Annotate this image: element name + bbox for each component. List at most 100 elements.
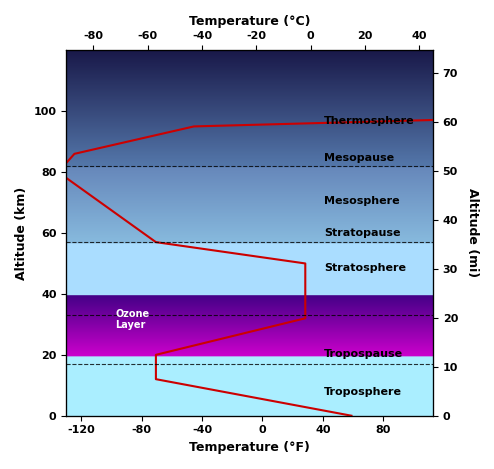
Bar: [66, 99, 433, 100]
Bar: [66, 93, 433, 94]
Bar: [66, 74, 433, 75]
Bar: [66, 123, 433, 124]
Bar: [66, 65, 433, 66]
Bar: [66, 90, 433, 91]
Bar: [66, 112, 433, 113]
Text: Stratopause: Stratopause: [324, 227, 401, 238]
Bar: [66, 161, 433, 162]
Bar: [66, 152, 433, 153]
Bar: [66, 111, 433, 112]
Bar: [66, 156, 433, 157]
Bar: [66, 114, 433, 115]
Bar: [66, 96, 433, 97]
Bar: [66, 52, 433, 53]
Bar: [66, 121, 433, 122]
Bar: [66, 57, 433, 58]
Bar: [66, 80, 433, 81]
Bar: [66, 130, 433, 131]
Bar: [66, 72, 433, 73]
Text: Thermosphere: Thermosphere: [324, 116, 415, 127]
Bar: [66, 54, 433, 55]
Bar: [66, 154, 433, 155]
Bar: [66, 160, 433, 161]
Bar: [66, 98, 433, 99]
Y-axis label: Altitude (mi): Altitude (mi): [466, 189, 479, 278]
Bar: [66, 135, 433, 136]
Bar: [66, 144, 433, 145]
Bar: [66, 157, 433, 158]
Bar: [66, 73, 433, 74]
Bar: [66, 53, 433, 54]
Bar: [66, 158, 433, 159]
Bar: [66, 151, 433, 152]
Bar: [66, 82, 433, 83]
Bar: [66, 69, 433, 70]
Bar: [66, 63, 433, 64]
Bar: [66, 134, 433, 135]
Bar: [66, 103, 433, 104]
Bar: [66, 92, 433, 93]
X-axis label: Temperature (°F): Temperature (°F): [189, 441, 310, 454]
Bar: [66, 83, 433, 84]
Bar: [66, 77, 433, 78]
Bar: [66, 142, 433, 143]
Bar: [66, 56, 433, 57]
Text: Mesopause: Mesopause: [324, 153, 394, 163]
Bar: [66, 62, 433, 63]
Bar: [66, 101, 433, 102]
Bar: [66, 86, 433, 87]
Bar: [66, 106, 433, 107]
Bar: [66, 95, 433, 96]
Bar: [66, 81, 433, 82]
Bar: [66, 58, 433, 59]
Bar: [66, 79, 433, 80]
Bar: [66, 162, 433, 163]
Bar: [66, 85, 433, 86]
Bar: [66, 109, 433, 110]
Bar: [66, 139, 433, 140]
Bar: [66, 129, 433, 130]
Bar: [66, 143, 433, 144]
Bar: [66, 138, 433, 139]
Bar: [66, 149, 433, 150]
Bar: [66, 94, 433, 95]
Text: Tropospause: Tropospause: [324, 349, 404, 359]
Bar: [66, 67, 433, 68]
Bar: [66, 100, 433, 101]
Bar: [66, 117, 433, 118]
Bar: [66, 127, 433, 128]
Bar: [66, 119, 433, 120]
Bar: [66, 125, 433, 126]
Bar: [66, 78, 433, 79]
Text: Troposphere: Troposphere: [324, 387, 402, 397]
Bar: [66, 91, 433, 92]
Bar: [66, 87, 433, 88]
Bar: [66, 164, 433, 165]
Bar: [66, 131, 433, 132]
Bar: [66, 147, 433, 148]
Y-axis label: Altitude (km): Altitude (km): [15, 186, 28, 280]
Bar: [66, 159, 433, 160]
Bar: [66, 137, 433, 138]
Bar: [66, 118, 433, 119]
Bar: [66, 148, 433, 149]
Bar: [66, 128, 433, 129]
Bar: [66, 97, 433, 98]
Bar: [66, 136, 433, 137]
Bar: [66, 75, 433, 76]
Text: Ozone
Layer: Ozone Layer: [115, 309, 149, 331]
Bar: [66, 146, 433, 147]
Bar: [66, 120, 433, 121]
Bar: [66, 150, 433, 151]
Bar: [66, 60, 433, 61]
Bar: [66, 132, 433, 133]
Bar: [66, 66, 433, 67]
Bar: [66, 155, 433, 156]
Bar: [66, 55, 433, 56]
Bar: [66, 355, 433, 416]
Bar: [66, 88, 433, 89]
Bar: [66, 68, 433, 69]
Bar: [66, 108, 433, 109]
Bar: [66, 116, 433, 117]
Bar: [66, 76, 433, 77]
